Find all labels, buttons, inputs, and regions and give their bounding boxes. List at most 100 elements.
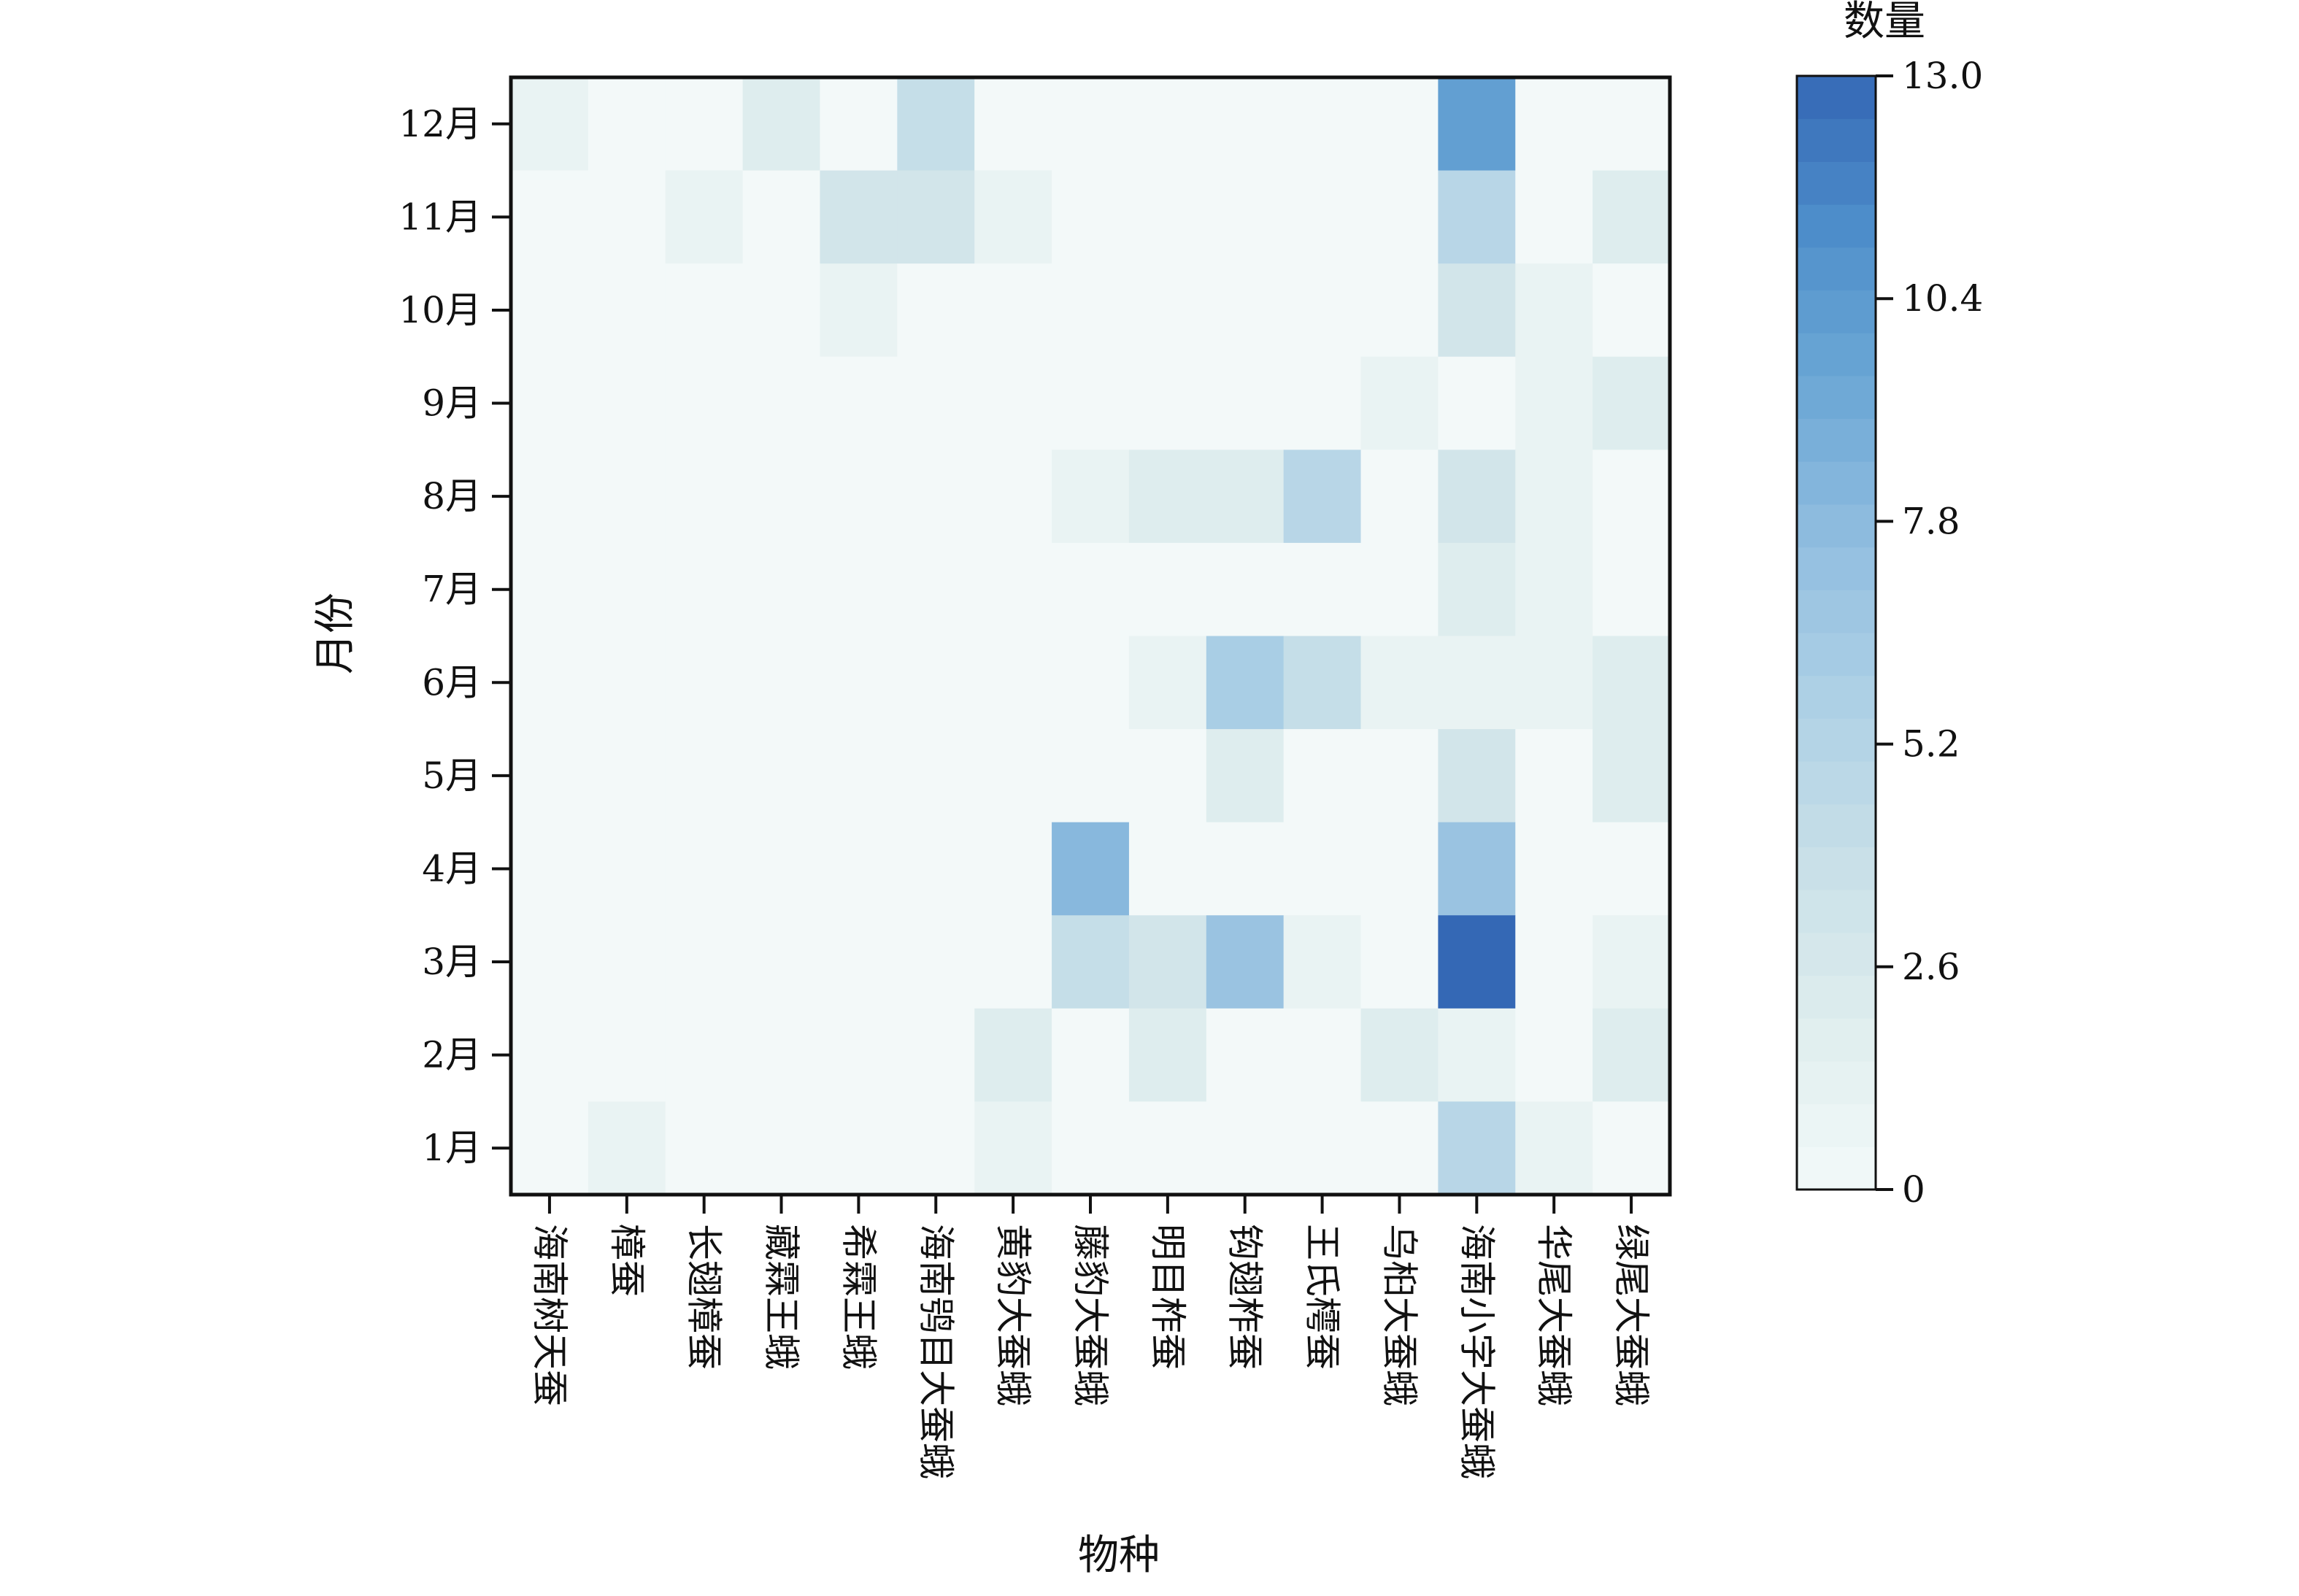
heatmap-cell [1128,170,1207,264]
heatmap-cell [1206,822,1285,916]
y-tick-label: 12月 [398,103,482,145]
heatmap-cell [1515,450,1593,544]
heatmap-cell [1515,636,1593,730]
heatmap-cell [820,729,898,823]
heatmap-cell [1283,170,1362,264]
heatmap-cell [1515,915,1593,1009]
y-tick-label: 9月 [422,382,482,425]
heatmap-cell [742,170,820,264]
colorbar: 0 2.6 5.2 7.8 10.4 13.0 [1795,55,1983,1211]
heatmap-cell [1206,356,1285,450]
heatmap-cell [897,729,975,823]
heatmap-cell [665,1101,744,1195]
colorbar-tick-label: 7.8 [1902,500,1960,542]
heatmap-cell [1283,1008,1362,1102]
heatmap-cell [588,263,666,358]
heatmap-cell [1360,1008,1439,1102]
heatmap-cell [820,170,898,264]
y-tick-label: 1月 [422,1127,482,1169]
heatmap-cell [588,1008,666,1102]
heatmap-cell [742,729,820,823]
colorbar-tick-label: 2.6 [1902,946,1960,988]
heatmap-cell [1438,915,1516,1009]
heatmap-cell [742,356,820,450]
x-tick-label: 王氏樗蚕 [1301,1224,1344,1370]
heatmap-cell [1360,729,1439,823]
heatmap-cell [1128,915,1207,1009]
colorbar-segment [1797,633,1876,676]
colorbar-segment [1797,161,1876,205]
heatmap-cell [742,636,820,730]
colorbar-segment [1797,118,1876,162]
heatmap-cell [665,542,744,636]
heatmap-cell [1283,915,1362,1009]
heatmap-cell [588,170,666,264]
heatmap-cell [974,1008,1052,1102]
heatmap-cell [665,356,744,450]
heatmap-cell [1206,915,1285,1009]
heatmap-cell [742,915,820,1009]
heatmap-cell [820,915,898,1009]
heatmap-cell [742,77,820,171]
heatmap-cell [1438,263,1516,358]
heatmap-cell [974,263,1052,358]
heatmap-cell [1360,822,1439,916]
heatmap-cell [1438,636,1516,730]
colorbar-tick-label: 13.0 [1902,55,1983,97]
colorbar-segment [1797,890,1876,933]
colorbar-segment [1797,375,1876,420]
heatmap-cell [1438,1008,1516,1102]
x-tick-label: 樟蚕 [606,1224,648,1297]
heatmap-cell [1283,77,1362,171]
heatmap-cell [1283,636,1362,730]
heatmap-cell [974,1101,1052,1195]
y-tick-label: 7月 [422,568,482,611]
heatmap-cell [511,636,589,730]
colorbar-segment [1797,975,1876,1019]
heatmap-cell [511,77,589,171]
heatmap-cell [974,170,1052,264]
heatmap-cell [1360,450,1439,544]
heatmap-cell [665,263,744,358]
heatmap-cell [1052,356,1130,450]
heatmap-cell [1206,729,1285,823]
heatmap-cell [1593,729,1671,823]
heatmap-cell [588,77,666,171]
heatmap-cell [511,822,589,916]
heatmap-cell [1515,356,1593,450]
y-tick-label: 10月 [398,289,482,331]
heatmap-cell [665,1008,744,1102]
heatmap-cell [665,170,744,264]
heatmap-cell [1206,542,1285,636]
heatmap-cell [820,356,898,450]
heatmap-cell [1438,450,1516,544]
heatmap-cell [1128,263,1207,358]
colorbar-segment [1797,290,1876,334]
x-tick-label: 明目柞蚕 [1147,1224,1189,1370]
heatmap-cell [1360,1101,1439,1195]
heatmap-cell [511,729,589,823]
heatmap-cell [1515,542,1593,636]
heatmap-cell [974,450,1052,544]
x-tick-label: 海南小字大蚕蛾 [1455,1224,1498,1479]
heatmap-cell [1206,636,1285,730]
heatmap-cell [897,356,975,450]
heatmap-cell [1052,1008,1130,1102]
colorbar-segment [1797,718,1876,762]
colorbar-segment [1797,461,1876,505]
heatmap-cell [742,1008,820,1102]
y-tick-label: 4月 [422,847,482,890]
heatmap-cell [820,77,898,171]
colorbar-segment [1797,761,1876,805]
heatmap-cell [1593,1008,1671,1102]
heatmap-cell [511,170,589,264]
colorbar-segment [1797,590,1876,633]
colorbar-segment [1797,204,1876,248]
heatmap-cell [588,356,666,450]
colorbar-segment [1797,803,1876,847]
heatmap-cell [742,1101,820,1195]
heatmap-cell [1515,1008,1593,1102]
heatmap-cell [1128,542,1207,636]
heatmap-cell [897,170,975,264]
heatmap-cell [974,729,1052,823]
